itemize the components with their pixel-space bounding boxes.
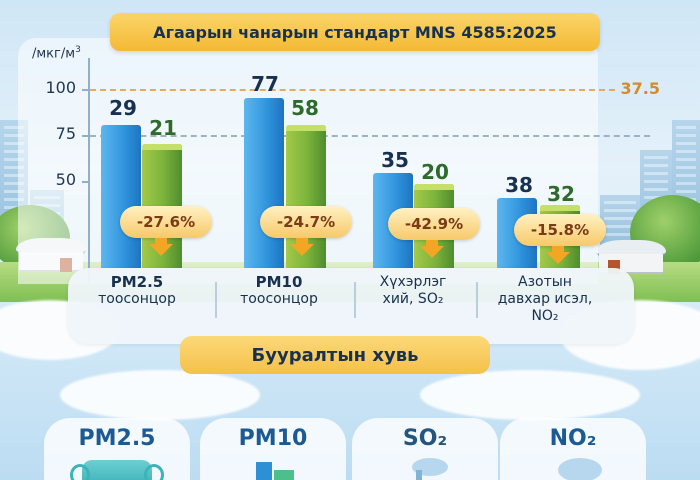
card-so2: SO₂ xyxy=(352,418,498,480)
bar-value-after: 32 xyxy=(547,182,575,206)
y-tick-50: 50 xyxy=(55,170,76,189)
divider xyxy=(354,282,356,318)
cloud xyxy=(60,370,260,420)
bar-value-before: 35 xyxy=(381,148,409,172)
down-arrow-icon xyxy=(290,244,314,256)
tick-mark xyxy=(82,135,90,137)
bar-value-before: 38 xyxy=(505,173,533,197)
category-label-pm10: PM10 тоосонцор xyxy=(240,273,318,308)
y-tick-100: 100 xyxy=(45,78,76,97)
buildings-icon xyxy=(274,470,294,480)
category-label-no2: Азотын давхар исэл, NO₂ xyxy=(497,274,593,324)
change-badge: -27.6% xyxy=(120,206,212,238)
standard-value-label: 37.5 xyxy=(620,79,660,98)
down-arrow-icon xyxy=(546,252,570,264)
divider xyxy=(215,282,217,318)
chart-title: Агаарын чанарын стандарт MNS 4585:2025 xyxy=(110,13,600,51)
bar-value-before: 77 xyxy=(251,72,279,96)
bar-pm10-before xyxy=(244,98,284,268)
tick-mark xyxy=(82,181,90,183)
gridline-75 xyxy=(90,135,650,137)
factory-smoke-icon xyxy=(416,470,422,480)
card-pm25: PM2.5 xyxy=(44,418,190,480)
y-tick-75: 75 xyxy=(55,124,76,143)
category-label-pm25: PM2.5 тоосонцор xyxy=(98,273,176,308)
reduction-heading: Бууралтын хувь xyxy=(180,336,490,374)
bar-value-after: 21 xyxy=(149,116,177,140)
standard-reference-line xyxy=(90,89,615,91)
card-no2: NO₂ xyxy=(500,418,646,480)
bar-pm25-before xyxy=(101,125,141,268)
category-label-so2: Хүхэрлэг хий, SO₂ xyxy=(379,274,447,307)
cloud xyxy=(420,370,640,420)
change-badge: -42.9% xyxy=(388,208,480,240)
divider xyxy=(476,282,478,318)
down-arrow-icon xyxy=(552,246,564,252)
y-axis-unit: /мкг/м3 xyxy=(32,45,81,62)
tick-mark xyxy=(82,89,90,91)
smoke-cloud-icon xyxy=(558,458,602,480)
mask-icon xyxy=(70,460,164,480)
down-arrow-icon xyxy=(296,238,308,244)
buildings-icon xyxy=(256,462,272,480)
category-labels-panel: PM2.5 тоосонцор PM10 тоосонцор Хүхэрлэг … xyxy=(68,268,634,344)
down-arrow-icon xyxy=(149,244,173,256)
bar-value-after: 20 xyxy=(421,160,449,184)
card-pm10: PM10 xyxy=(200,418,346,480)
bar-value-after: 58 xyxy=(291,96,319,120)
down-arrow-icon xyxy=(426,240,438,246)
change-badge: -15.8% xyxy=(514,214,606,246)
down-arrow-icon xyxy=(420,246,444,258)
y-axis xyxy=(88,58,90,288)
bar-value-before: 29 xyxy=(109,96,137,120)
change-badge: -24.7% xyxy=(260,206,352,238)
down-arrow-icon xyxy=(155,238,167,244)
